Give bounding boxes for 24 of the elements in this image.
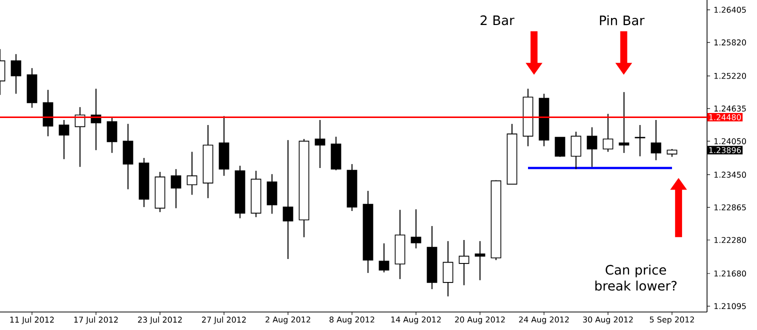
candlestick xyxy=(266,174,278,214)
candlestick xyxy=(314,120,326,168)
annotation: Can price break lower? xyxy=(595,264,677,291)
candlestick xyxy=(586,126,598,168)
candlestick xyxy=(282,140,294,260)
candlestick xyxy=(58,120,70,160)
candlestick xyxy=(170,168,182,209)
candlestick xyxy=(378,242,390,273)
candlestick xyxy=(570,131,582,170)
candlestick xyxy=(602,113,614,152)
candlestick xyxy=(122,123,134,190)
candlestick xyxy=(10,54,22,94)
candlestick xyxy=(186,151,198,196)
candlestick xyxy=(650,120,662,161)
candlestick xyxy=(410,208,422,249)
annotation: 2 Bar xyxy=(480,15,514,26)
candlestick xyxy=(442,240,454,297)
candlestick xyxy=(618,92,630,154)
candlestick xyxy=(474,240,486,281)
candlestick xyxy=(106,116,118,154)
annotation: Pin Bar xyxy=(600,15,645,26)
candlestick xyxy=(458,240,470,286)
candlestick xyxy=(634,124,646,157)
candlestick xyxy=(554,136,566,158)
